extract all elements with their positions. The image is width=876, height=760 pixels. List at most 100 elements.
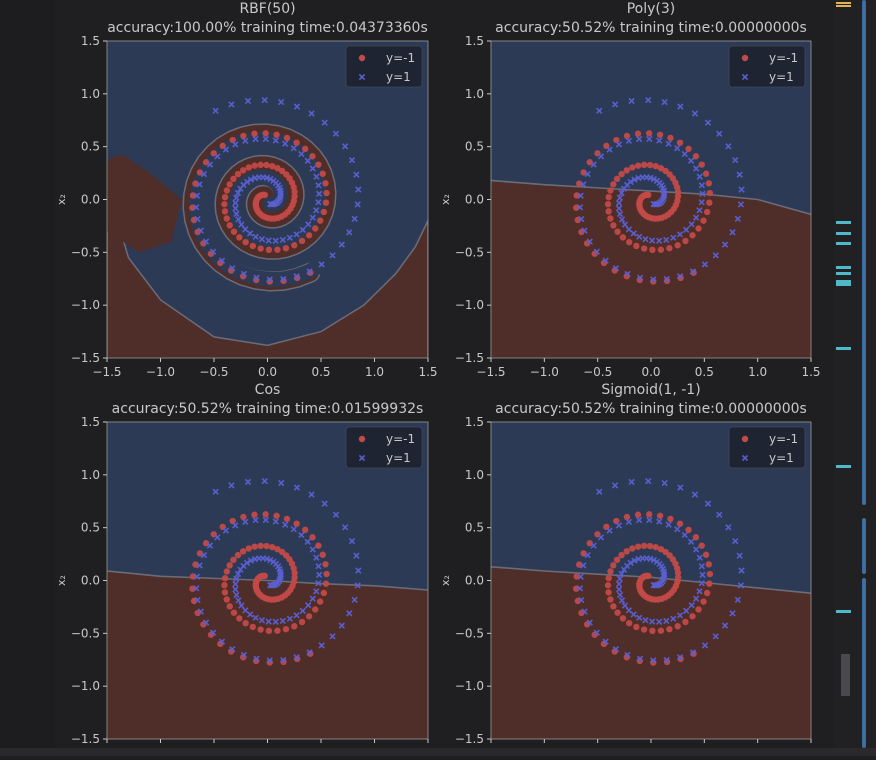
point-y1 <box>593 248 600 255</box>
scroll-track-segment <box>862 578 866 748</box>
point-y1 <box>691 491 699 498</box>
point-y1 <box>618 570 625 578</box>
point-y1 <box>628 97 635 105</box>
point-y1 <box>636 614 643 621</box>
point-y-neg1 <box>635 543 642 550</box>
scroll-thumb[interactable] <box>841 654 850 696</box>
point-y1 <box>351 596 358 603</box>
point-y1 <box>305 602 312 609</box>
point-y1 <box>738 567 745 574</box>
scroll-marker <box>836 242 851 245</box>
point-y-neg1 <box>293 139 300 146</box>
point-y-neg1 <box>619 615 627 622</box>
point-y-neg1 <box>656 512 664 519</box>
legend-label-y-neg1: y=-1 <box>769 51 798 65</box>
point-y1 <box>648 237 656 244</box>
x-tick-label: 0.0 <box>641 365 660 379</box>
point-y1 <box>232 586 239 593</box>
point-y1 <box>338 241 345 248</box>
y-tick-label: −1.5 <box>455 732 484 746</box>
point-y1 <box>209 248 217 255</box>
legend-box <box>728 426 806 469</box>
point-y-neg1 <box>645 130 653 137</box>
legend-label-y1: y=1 <box>769 70 794 84</box>
point-y-neg1 <box>629 164 636 171</box>
legend-box <box>345 426 423 469</box>
point-y-neg1 <box>196 550 204 557</box>
point-y1 <box>229 645 236 653</box>
point-y1 <box>676 612 684 619</box>
point-y1 <box>701 642 709 649</box>
point-y1 <box>698 182 706 189</box>
point-y1 <box>293 273 300 280</box>
editor-scrollbar[interactable] <box>835 0 876 756</box>
point-y-neg1 <box>226 181 233 188</box>
legend-marker-y-neg1 <box>358 54 366 62</box>
point-y-neg1 <box>580 550 587 557</box>
legend-label-y1: y=1 <box>769 451 794 465</box>
y-axis-label: x₂ <box>439 194 452 205</box>
point-y1 <box>596 107 603 114</box>
point-y-neg1 <box>236 234 243 241</box>
point-y-neg1 <box>322 580 330 587</box>
point-y1 <box>193 204 200 211</box>
point-y1 <box>645 477 652 485</box>
point-y1 <box>318 642 325 649</box>
point-y1 <box>661 479 668 487</box>
scroll-marker <box>836 272 851 275</box>
point-y1 <box>581 227 588 234</box>
point-y-neg1 <box>682 618 689 626</box>
point-y-neg1 <box>230 609 238 616</box>
point-y-neg1 <box>607 568 614 575</box>
x-tick-label: −0.5 <box>583 365 612 379</box>
point-y1 <box>732 537 739 545</box>
scroll-track-segment <box>862 0 866 505</box>
point-y1 <box>611 482 619 489</box>
point-y-neg1 <box>301 145 309 153</box>
point-y-neg1 <box>689 613 696 620</box>
bottom-bar <box>0 748 876 756</box>
point-y1 <box>670 615 677 622</box>
point-y-neg1 <box>674 623 681 630</box>
chart-subtitle: accuracy:100.00% training time:0.0437336… <box>107 20 428 36</box>
point-y1 <box>233 591 240 599</box>
point-y-neg1 <box>251 511 258 518</box>
legend-marker-y-neg1 <box>358 435 366 443</box>
y-tick-label: 1.5 <box>465 415 484 429</box>
point-y1 <box>212 107 219 114</box>
point-y1 <box>688 221 695 228</box>
chart-title: Poly(3) <box>627 1 676 17</box>
y-tick-label: −1.0 <box>455 298 484 312</box>
point-y-neg1 <box>221 574 229 582</box>
point-y-neg1 <box>706 570 714 578</box>
y-tick-label: 0.0 <box>81 574 100 588</box>
point-y-neg1 <box>282 244 290 252</box>
point-y1 <box>616 575 624 582</box>
point-y1 <box>712 633 719 640</box>
y-tick-label: 1.5 <box>465 34 484 48</box>
point-y1 <box>252 516 259 524</box>
point-y1 <box>193 573 201 580</box>
point-y1 <box>620 566 628 573</box>
x-tick-label: 1.5 <box>801 365 820 379</box>
point-y1 <box>293 654 300 661</box>
point-y1 <box>252 614 259 621</box>
point-y1 <box>624 651 631 659</box>
legend-marker-y1 <box>741 454 749 462</box>
point-y1 <box>618 216 626 223</box>
point-y-neg1 <box>283 134 291 142</box>
point-y1 <box>596 488 603 495</box>
x-tick-label: −1.5 <box>92 365 121 379</box>
point-y-neg1 <box>662 167 669 175</box>
point-y1 <box>590 542 597 549</box>
point-y-neg1 <box>674 193 682 200</box>
point-y1 <box>267 556 274 564</box>
point-y1 <box>329 252 336 259</box>
point-y-neg1 <box>273 512 280 519</box>
point-y-neg1 <box>221 193 229 201</box>
point-y1 <box>576 204 584 211</box>
point-y1 <box>692 595 700 602</box>
y-tick-label: 0.0 <box>81 193 100 207</box>
point-y1 <box>280 275 287 283</box>
point-y1 <box>200 170 208 178</box>
